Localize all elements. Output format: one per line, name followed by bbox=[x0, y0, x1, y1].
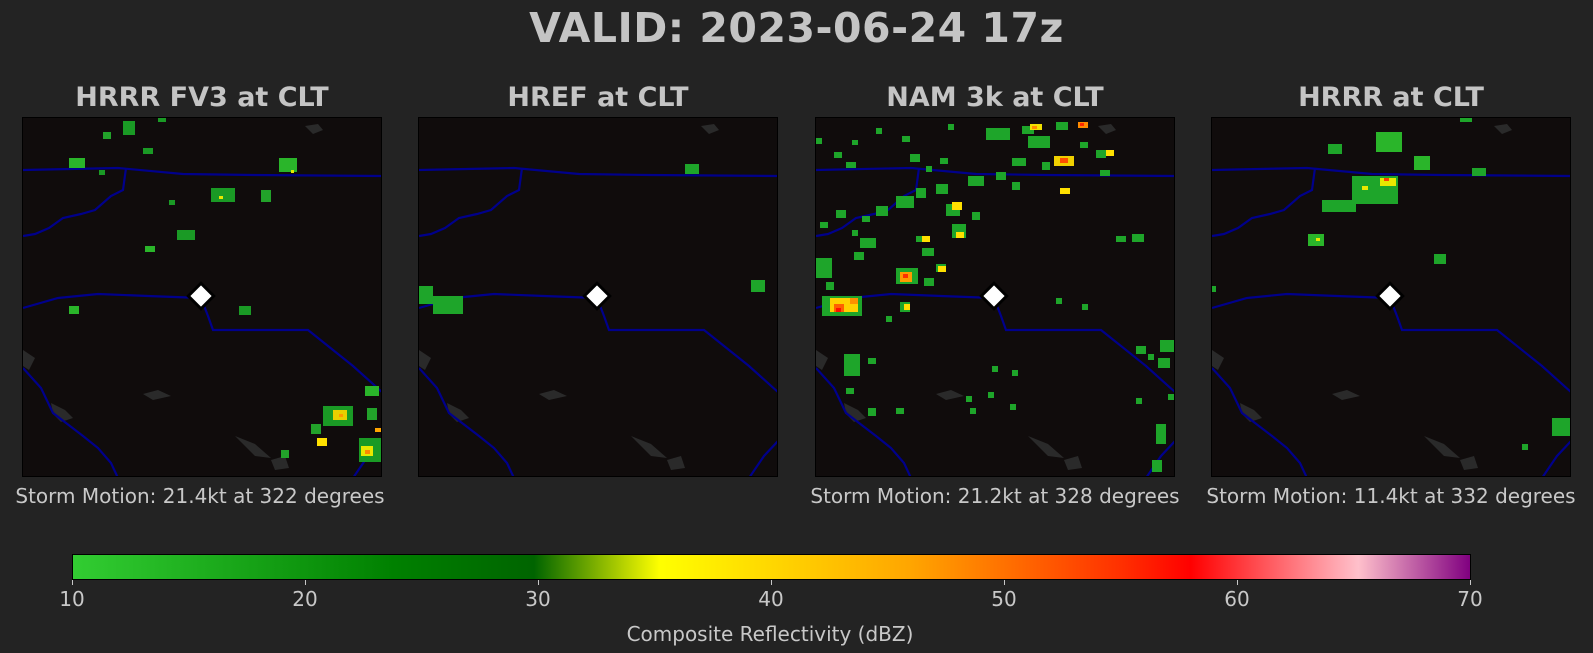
station-marker-icon bbox=[582, 281, 612, 311]
radar-returns bbox=[1212, 118, 1570, 450]
lakes bbox=[419, 124, 719, 470]
lakes bbox=[23, 124, 323, 470]
colorbar-tick bbox=[305, 580, 306, 585]
panel-title-nam-3k: NAM 3k at CLT bbox=[886, 82, 1104, 113]
map-panel-hrrr-fv3[interactable] bbox=[22, 117, 382, 477]
station-marker-icon bbox=[1375, 281, 1405, 311]
storm-motion-hrrr-fv3: Storm Motion: 21.4kt at 322 degrees bbox=[15, 484, 385, 508]
lakes bbox=[1212, 124, 1512, 470]
storm-motion-hrrr: Storm Motion: 11.4kt at 332 degrees bbox=[1206, 484, 1576, 508]
colorbar-tick-label: 60 bbox=[1224, 587, 1250, 611]
map-svg bbox=[1212, 118, 1570, 476]
colorbar-tick bbox=[1004, 580, 1005, 585]
reflectivity-colorbar bbox=[72, 554, 1471, 580]
colorbar-tick bbox=[771, 580, 772, 585]
map-svg bbox=[23, 118, 381, 476]
colorbar-tick bbox=[1237, 580, 1238, 585]
colorbar-tick-label: 50 bbox=[991, 587, 1017, 611]
radar-returns-intense bbox=[830, 122, 1114, 312]
station-marker-icon bbox=[979, 281, 1009, 311]
map-svg bbox=[816, 118, 1174, 476]
station-marker-icon bbox=[186, 281, 216, 311]
storm-motion-nam-3k: Storm Motion: 21.2kt at 328 degrees bbox=[810, 484, 1180, 508]
radar-returns bbox=[419, 164, 765, 314]
radar-returns bbox=[69, 118, 381, 462]
panel-title-href: HREF at CLT bbox=[507, 82, 689, 113]
colorbar-tick bbox=[1470, 580, 1471, 585]
map-panel-href[interactable] bbox=[418, 117, 778, 477]
panel-title-hrrr-fv3: HRRR FV3 at CLT bbox=[75, 82, 329, 113]
colorbar-tick bbox=[72, 580, 73, 585]
colorbar-tick bbox=[538, 580, 539, 585]
valid-time-title: VALID: 2023-06-24 17z bbox=[529, 4, 1064, 52]
map-svg bbox=[419, 118, 777, 476]
colorbar-tick-label: 70 bbox=[1457, 587, 1483, 611]
panel-title-hrrr: HRRR at CLT bbox=[1298, 82, 1484, 113]
colorbar-tick-label: 40 bbox=[758, 587, 784, 611]
colorbar-tick-label: 10 bbox=[59, 587, 85, 611]
colorbar-tick-label: 20 bbox=[292, 587, 318, 611]
colorbar-tick-label: 30 bbox=[525, 587, 551, 611]
map-panel-hrrr[interactable] bbox=[1211, 117, 1571, 477]
map-panel-nam-3k[interactable] bbox=[815, 117, 1175, 477]
colorbar-label: Composite Reflectivity (dBZ) bbox=[626, 622, 914, 646]
lakes bbox=[816, 124, 1116, 470]
